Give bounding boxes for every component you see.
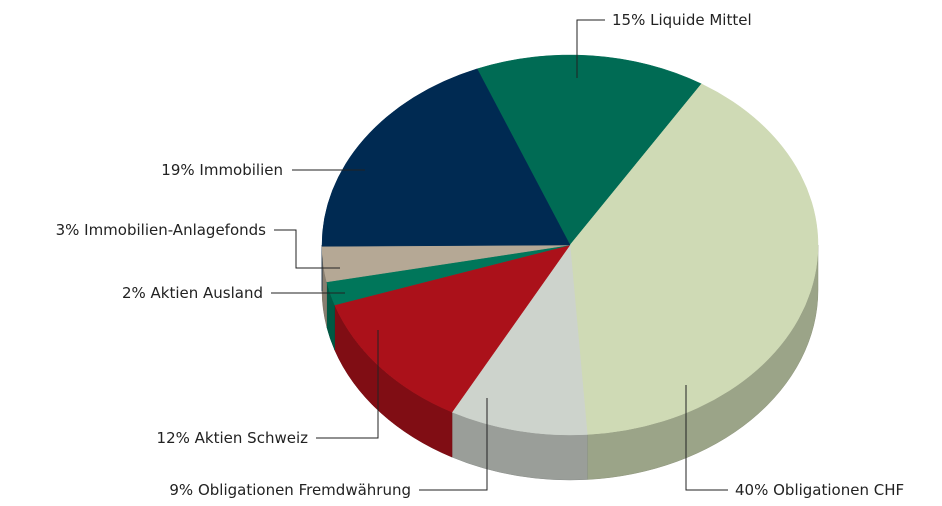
slice-label: 9% Obligationen Fremdwährung <box>169 481 411 499</box>
slice-value-label: 15% <box>612 11 645 29</box>
slice-value-label: 40% <box>735 481 768 499</box>
slice-category-label: Immobilien-Anlagefonds <box>84 221 266 239</box>
slice-value-label: 2% <box>122 284 146 302</box>
slice-value-label: 12% <box>157 429 190 447</box>
slice-category-label: Aktien Schweiz <box>195 429 308 447</box>
slice-label: 15% Liquide Mittel <box>612 11 752 29</box>
slice-value-label: 3% <box>56 221 80 239</box>
slice-label: 40% Obligationen CHF <box>735 481 904 499</box>
slice-category-label: Immobilien <box>199 161 283 179</box>
slice-category-label: Obligationen Fremdwährung <box>198 481 411 499</box>
slice-value-label: 9% <box>169 481 193 499</box>
slice-label: 12% Aktien Schweiz <box>157 429 309 447</box>
slice-category-label: Aktien Ausland <box>151 284 263 302</box>
slice-value-label: 19% <box>161 161 194 179</box>
slice-category-label: Obligationen CHF <box>773 481 904 499</box>
slice-label: 3% Immobilien-Anlagefonds <box>56 221 267 239</box>
slice-label: 19% Immobilien <box>161 161 283 179</box>
slice-label: 2% Aktien Ausland <box>122 284 263 302</box>
slice-category-label: Liquide Mittel <box>650 11 752 29</box>
